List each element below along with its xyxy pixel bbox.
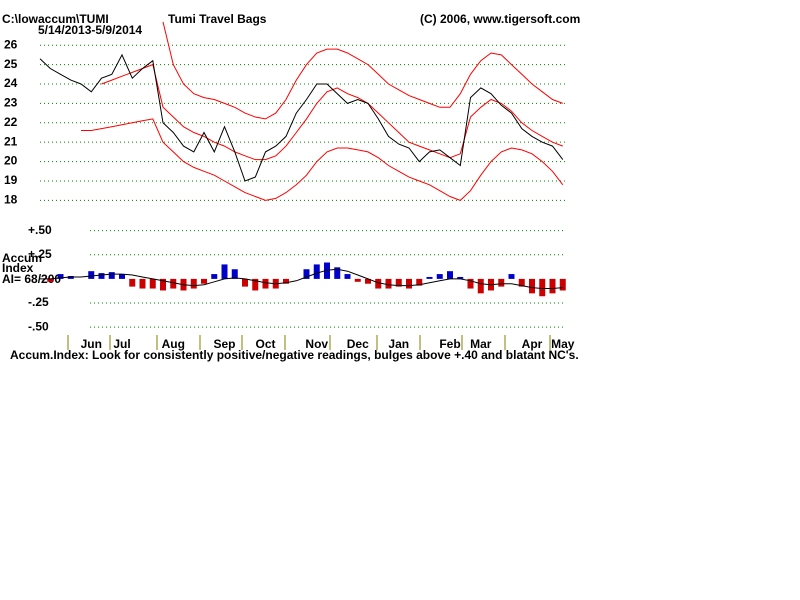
accum-bar (303, 269, 310, 279)
y-tick-label: 22 (4, 115, 18, 129)
accum-bar (221, 264, 228, 279)
accum-bar (447, 271, 453, 279)
x-tick-label: Jan (388, 337, 409, 351)
accum-bar (149, 278, 156, 289)
x-tick-label: Nov (305, 337, 328, 351)
x-tick-label: Dec (347, 337, 369, 351)
accum-bar (129, 278, 136, 287)
accum-bar (539, 278, 546, 297)
accum-bar (242, 278, 248, 287)
y-tick-label: 24 (4, 76, 18, 90)
accum-bar (108, 272, 115, 279)
chart-title: Tumi Travel Bags (168, 12, 267, 26)
x-tick-label: Feb (439, 337, 460, 351)
accum-bar (518, 278, 525, 287)
accum-bar (231, 269, 238, 279)
accum-bar (47, 278, 54, 282)
accum-bar (88, 271, 95, 279)
series-line (81, 118, 564, 201)
accum-label: Accum (2, 251, 42, 265)
accum-bar (313, 264, 320, 279)
y-tick-label: +.25 (28, 247, 52, 261)
accum-bar (190, 278, 197, 289)
y-tick-label: 26 (4, 37, 18, 51)
series-line (39, 53, 564, 182)
accum-bar (98, 273, 105, 279)
accum-bar (344, 274, 351, 279)
x-tick-label: May (551, 337, 575, 351)
accum-bar (549, 278, 556, 294)
accum-bar (529, 278, 535, 294)
accum-bar (365, 278, 371, 284)
accum-bar (395, 278, 402, 287)
x-tick-label: Sep (213, 337, 235, 351)
series-line (162, 21, 563, 120)
date-range: 5/14/2013-5/9/2014 (38, 23, 142, 37)
accum-bar (559, 278, 566, 291)
accum-bar (119, 274, 125, 279)
y-tick-label: 18 (4, 193, 18, 207)
accum-bar (334, 267, 341, 279)
y-tick-label: -.50 (28, 319, 49, 333)
accum-bar (211, 274, 218, 279)
accum-bar (406, 278, 412, 289)
accum-average (40, 268, 563, 289)
y-tick-label: 23 (4, 96, 18, 110)
accum-bar (252, 278, 259, 291)
accum-bar (139, 278, 146, 289)
series-line (101, 63, 563, 161)
x-tick-label: Mar (470, 337, 492, 351)
x-tick-label: Jul (113, 337, 130, 351)
y-tick-label: +.50 (28, 223, 52, 237)
accum-bar (375, 278, 382, 289)
accum-bar (467, 278, 474, 289)
y-tick-label: 20 (4, 154, 18, 168)
y-tick-label: 25 (4, 57, 18, 71)
accum-label: Index (2, 261, 34, 275)
accum-bar (354, 278, 361, 282)
accum-bar (426, 276, 433, 279)
accum-bar (508, 274, 515, 279)
accum-bar (416, 278, 423, 286)
accum-bar (57, 274, 64, 279)
accum-bar (262, 278, 269, 289)
y-tick-label: -.25 (28, 295, 49, 309)
ai-annotation: AI= 68/200 (2, 272, 61, 286)
file-path: C:\lowaccum\TUMI (2, 12, 109, 26)
accum-bar (457, 276, 464, 279)
accum-bar (170, 278, 177, 289)
footer-note: Accum.Index: Look for consistently posit… (10, 348, 579, 362)
accum-bar (498, 278, 505, 287)
accum-bar (283, 278, 289, 284)
x-tick-label: Jun (81, 337, 102, 351)
accum-bar (477, 278, 484, 294)
accum-bar (201, 278, 207, 284)
x-tick-label: Apr (522, 337, 543, 351)
accum-bar (436, 274, 443, 279)
accum-bar (385, 278, 392, 289)
x-tick-label: Aug (162, 337, 185, 351)
y-tick-label: 19 (4, 173, 18, 187)
credit: (C) 2006, www.tigersoft.com (420, 12, 580, 26)
y-tick-label: 21 (4, 134, 18, 148)
accum-bar (160, 278, 166, 291)
x-tick-label: Oct (255, 337, 275, 351)
